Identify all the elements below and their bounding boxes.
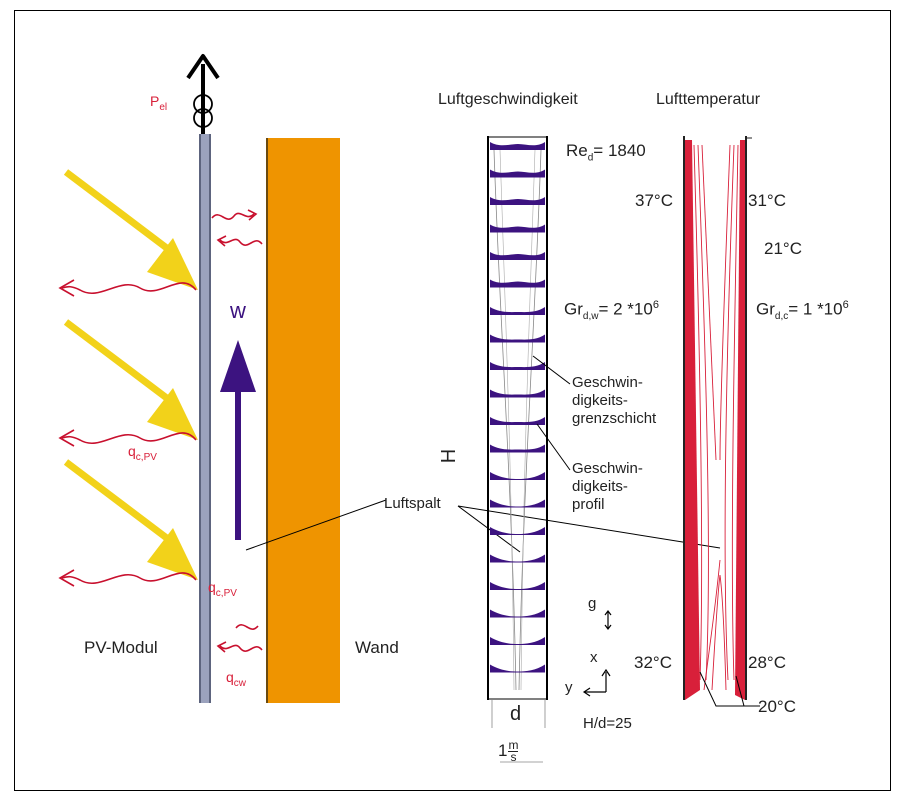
velocity-profile-bar xyxy=(490,307,545,315)
velocity-profile-bar xyxy=(490,554,545,563)
temperature-channel xyxy=(683,136,760,707)
gravity-label: g xyxy=(588,595,597,612)
pv-module-label: PV-Modul xyxy=(84,638,158,657)
reynolds-number: Red= 1840 xyxy=(566,141,646,164)
flow-arrow-icon xyxy=(220,340,256,540)
sun-ray-icon xyxy=(63,169,198,580)
temp-top-left: 37°C xyxy=(635,191,673,210)
temperature-plot-title: Lufttemperatur xyxy=(656,91,761,108)
temp-bottom-left: 32°C xyxy=(634,653,672,672)
velocity-profile-bar xyxy=(490,664,545,673)
air-gap-label: Luftspalt xyxy=(384,495,441,512)
velocity-plot-title: Luftgeschwindigkeit xyxy=(438,91,578,108)
velocity-profile-bar xyxy=(490,279,545,288)
velocity-profile-bar xyxy=(490,169,545,178)
q-pv-label-2: qc,PV xyxy=(208,579,237,599)
q-pv-label: qc,PV xyxy=(128,443,157,463)
velocity-profile-bar xyxy=(490,444,545,453)
velocity-profile-bar xyxy=(490,334,545,343)
velocity-profile-bar xyxy=(490,499,545,508)
profile-annotation: Geschwin- digkeits- profil xyxy=(572,460,643,513)
velocity-profile-bar xyxy=(490,609,545,618)
annotation-pointers xyxy=(532,355,571,471)
temp-bottom-right: 28°C xyxy=(748,653,786,672)
velocity-profile-bar xyxy=(490,142,545,150)
wall-block xyxy=(266,138,340,703)
gravity-arrow-icon xyxy=(604,610,612,630)
y-axis-label: y xyxy=(565,679,573,696)
temp-top-right: 31°C xyxy=(748,191,786,210)
grashof-number-temp: Grd,c= 1 *106 xyxy=(756,299,849,323)
velocity-profile-bar xyxy=(490,582,545,590)
grashof-number-wall: Grd,w= 2 *106 xyxy=(564,299,659,323)
gap-pointer-lines xyxy=(245,499,721,553)
transformer-icon xyxy=(193,94,213,128)
velocity-profile-bar xyxy=(490,389,545,398)
velocity-profile-bar xyxy=(490,224,545,233)
velocity-profile-bar xyxy=(490,417,545,425)
power-label: Pel xyxy=(150,93,168,113)
velocity-profile-bar xyxy=(490,637,545,645)
velocity-profile-bar xyxy=(490,527,545,535)
velocity-profile-bar xyxy=(490,252,545,260)
temp-ambient: 21°C xyxy=(764,239,802,258)
x-axis-label: x xyxy=(590,649,598,666)
velocity-label: w xyxy=(230,298,246,323)
channel-width-label: d xyxy=(510,703,522,725)
boundary-layer-annotation: Geschwin- digkeits- grenzschicht xyxy=(572,374,657,427)
wall-label: Wand xyxy=(355,638,399,657)
velocity-channel xyxy=(487,136,548,700)
heat-wave-icon xyxy=(58,209,263,653)
velocity-profile-bar xyxy=(490,472,545,480)
axes-icon xyxy=(582,668,611,697)
velocity-profiles xyxy=(490,142,545,673)
height-label: H xyxy=(438,448,461,464)
channel-width-bracket xyxy=(491,700,546,763)
aspect-ratio-label: H/d=25 xyxy=(583,715,632,732)
velocity-profile-bar xyxy=(490,197,545,205)
up-arrow-icon xyxy=(186,54,220,134)
temp-inlet: 20°C xyxy=(758,697,796,716)
pv-module-panel xyxy=(199,134,211,703)
figure-frame xyxy=(14,10,891,791)
velocity-profile-bar xyxy=(490,362,545,370)
q-wall-label: qcw xyxy=(226,669,247,689)
